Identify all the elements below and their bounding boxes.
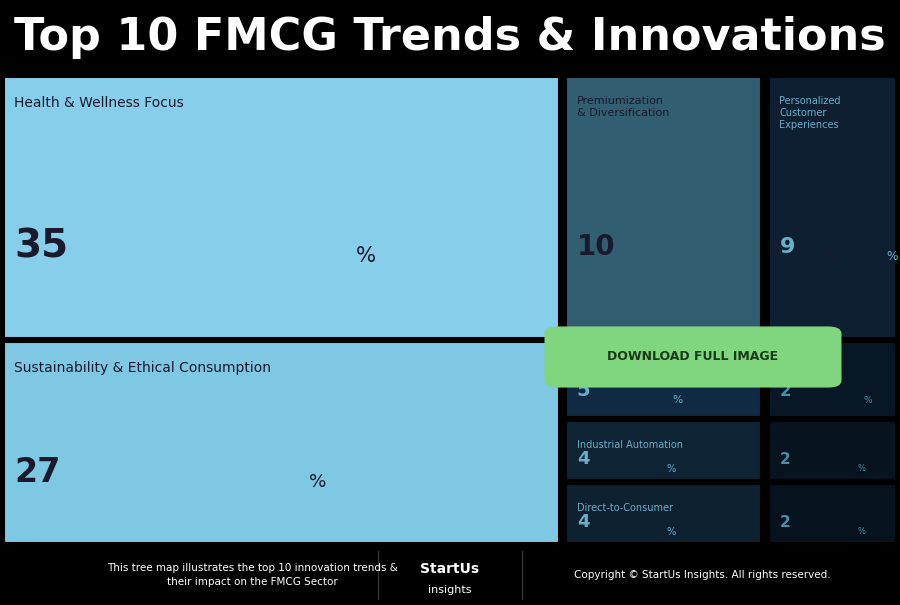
Text: %: % — [857, 464, 865, 473]
Text: 5: 5 — [577, 381, 590, 401]
Bar — [4, 342, 559, 543]
Text: Direct-to-Consumer: Direct-to-Consumer — [577, 503, 673, 512]
Bar — [566, 342, 761, 417]
Text: StartUs: StartUs — [420, 562, 480, 576]
Text: Top 10 FMCG Trends & Innovations: Top 10 FMCG Trends & Innovations — [14, 16, 886, 59]
Text: %: % — [356, 246, 375, 266]
Text: DOWNLOAD FULL IMAGE: DOWNLOAD FULL IMAGE — [608, 350, 778, 364]
Text: Premiumization
& Diversification: Premiumization & Diversification — [577, 96, 670, 118]
Text: Industrial Automation: Industrial Automation — [577, 440, 683, 450]
Bar — [769, 342, 896, 417]
Bar — [566, 484, 761, 543]
FancyBboxPatch shape — [544, 327, 842, 388]
Text: 27: 27 — [14, 456, 61, 489]
Text: %: % — [886, 250, 898, 263]
Text: 2: 2 — [779, 382, 791, 400]
Bar — [769, 421, 896, 480]
Text: Personalized
Customer
Experiences: Personalized Customer Experiences — [779, 96, 841, 131]
Text: 2: 2 — [779, 515, 790, 530]
Text: 10: 10 — [577, 233, 616, 261]
Text: %: % — [824, 249, 839, 264]
Text: Copyright © StartUs Insights. All rights reserved.: Copyright © StartUs Insights. All rights… — [573, 570, 831, 580]
Text: 2: 2 — [779, 452, 790, 467]
Bar — [4, 77, 559, 338]
Text: %: % — [672, 395, 682, 405]
Bar — [769, 484, 896, 543]
Bar — [769, 421, 896, 480]
Text: 35: 35 — [14, 228, 68, 266]
Text: This tree map illustrates the top 10 innovation trends &
their impact on the FMC: This tree map illustrates the top 10 inn… — [106, 563, 398, 587]
Bar — [769, 77, 896, 338]
Bar — [566, 342, 761, 417]
Bar — [566, 484, 761, 543]
Text: Health & Wellness Focus: Health & Wellness Focus — [14, 96, 184, 110]
Text: %: % — [666, 527, 676, 537]
Text: Dema...: Dema... — [577, 361, 615, 371]
Bar — [566, 421, 761, 480]
Bar — [566, 421, 761, 480]
Bar — [769, 484, 896, 543]
Text: %: % — [666, 464, 676, 474]
Text: insights: insights — [428, 585, 472, 595]
Bar — [769, 77, 896, 338]
Text: %: % — [309, 473, 326, 491]
Bar — [769, 342, 896, 417]
Text: 4: 4 — [577, 514, 590, 531]
Text: 9: 9 — [779, 237, 795, 257]
Text: %: % — [857, 528, 865, 536]
Bar — [566, 77, 761, 338]
Text: 4: 4 — [577, 450, 590, 468]
Text: Sustainability & Ethical Consumption: Sustainability & Ethical Consumption — [14, 361, 272, 375]
Bar — [566, 77, 761, 338]
Text: %: % — [863, 396, 872, 405]
